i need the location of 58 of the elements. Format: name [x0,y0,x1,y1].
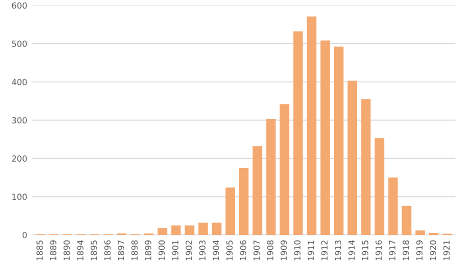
x-tick-label: 1889 [50,240,56,260]
bar [158,228,168,235]
y-tick-label: 200 [12,155,27,162]
x-tick-label: 1901 [172,240,178,260]
bar [184,225,194,235]
bar [212,222,222,235]
x-tick-label: 1907 [253,240,260,260]
y-tick-label: 300 [12,117,27,124]
y-tick-label: 600 [12,2,27,9]
bar [280,104,290,235]
x-tick-label: 1921 [443,240,450,260]
x-tick-label: 1910 [294,240,300,260]
bar [402,206,412,235]
bar [266,119,276,235]
y-tick-label: 500 [12,40,27,47]
x-tick-label: 1906 [240,240,246,260]
y-tick-label: 0 [22,232,27,238]
x-tick-label: 1917 [389,240,396,260]
x-tick-label: 1894 [77,240,84,260]
x-tick-label: 1902 [186,240,192,260]
x-tick-label: 1913 [334,240,342,260]
bar [171,225,181,235]
bar [225,188,235,235]
x-tick-label: 1914 [348,240,355,260]
x-tick-label: 1898 [131,240,138,260]
bar [306,16,316,235]
bar [320,40,330,235]
bar [198,222,208,235]
bar [415,230,425,235]
x-tick-label: 1904 [212,240,220,260]
y-tick-label: 400 [12,78,27,86]
x-tick-label: 1912 [321,240,328,260]
bar [348,80,358,235]
bar [252,146,262,235]
x-tick-label: 1920 [430,240,436,260]
x-tick-label: 1918 [402,240,409,260]
bar [293,31,303,235]
x-tick-label: 1919 [416,240,423,260]
x-tick-label: 1895 [90,240,98,260]
bar [239,168,249,235]
bar [388,178,398,235]
x-tick-label: 1890 [64,240,70,260]
x-tick-label: 1909 [280,240,287,260]
x-tick-label: 1908 [267,240,274,260]
y-tick-label: 100 [12,194,27,200]
bar [334,46,344,235]
x-tick-label: 1905 [226,240,233,260]
x-tick-label: 1911 [308,240,314,260]
x-tick-label: 1915 [362,240,368,260]
x-tick-label: 1903 [199,240,206,260]
x-tick-label: 1916 [376,240,382,260]
x-tick-label: 1899 [144,240,152,260]
x-tick-label: 1900 [158,240,165,260]
bar [374,138,384,235]
bar [361,99,371,235]
x-tick-label: 1885 [36,240,43,260]
x-tick-label: 1896 [104,240,111,260]
x-tick-label: 1897 [118,240,124,260]
